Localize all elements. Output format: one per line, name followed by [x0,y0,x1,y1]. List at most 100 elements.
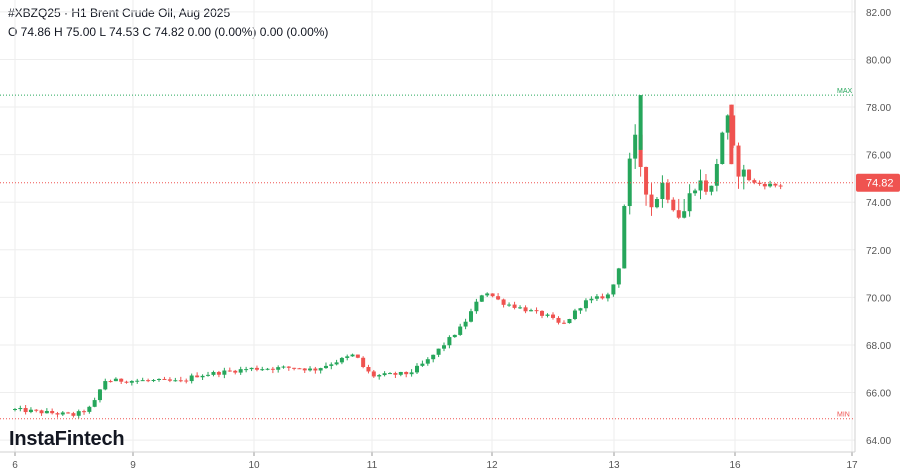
last-price-label: 74.82 [866,178,894,190]
y-tick-label: 80.00 [866,55,891,66]
candle-body [178,380,183,382]
candle-body [276,367,281,370]
candle-body [660,182,665,200]
candle-body [313,368,318,371]
candle-body [747,169,752,181]
candle-body [388,373,392,375]
y-tick-label: 72.00 [866,246,891,257]
candle-body [108,381,113,383]
candle-body [361,357,366,367]
candle-body [222,370,227,375]
candle-body [50,410,55,414]
candle-body [561,322,566,324]
candle-body [302,368,307,371]
candle-body [227,370,232,372]
candle-body [545,314,550,316]
candle-body [600,296,605,299]
candle-body [404,371,409,375]
candle-body [611,284,616,295]
candle-body [442,345,446,349]
candle-body [238,369,243,373]
candle-body [135,380,140,382]
candle-body [534,310,539,312]
y-tick-label: 66.00 [866,389,891,400]
candle-body [292,367,297,369]
candle-body [622,206,627,269]
candle-body [682,211,687,218]
candle-body [415,365,419,373]
instafintech-logo: InstaFintech [9,428,125,450]
candle-body [627,158,632,207]
candle-body [496,296,501,300]
candle-body [270,368,275,370]
candle-body [420,363,425,366]
x-tick-label: 9 [130,460,136,471]
candle-body [773,183,778,186]
candle-body [350,354,355,357]
x-tick-label: 16 [729,460,741,471]
candle-body [762,183,767,187]
candle-body [425,359,430,364]
candle-body [18,408,23,410]
x-tick-label: 17 [846,460,858,471]
candle-body [540,310,545,316]
candle-body [233,370,238,373]
candle-body [260,369,265,371]
candle-body [714,163,719,186]
candle-body [71,413,76,416]
candle-body [490,293,495,297]
ohlc-readout: O 74.86 H 75.00 L 74.53 C 74.82 0.00 (0.… [8,25,329,39]
candle-body [371,371,376,377]
candle-body [654,199,659,208]
candle-body [523,307,528,312]
candle-body [556,317,561,323]
candle-body [752,180,757,183]
candle-body [778,185,783,187]
y-tick-label: 70.00 [866,293,891,304]
candle-body [216,372,221,375]
candle-body [398,371,403,375]
candle-body [393,373,398,375]
candle-body [436,348,441,355]
candle-body [119,378,124,382]
candle-body [151,380,156,382]
candle-body [501,299,506,305]
candle-body [308,368,313,371]
candle-body [345,356,350,358]
candle-body [485,293,490,296]
candle-body [703,180,708,192]
candle-body [60,412,65,415]
candle-body [529,310,534,312]
candle-body [97,389,102,401]
candle-body [741,169,746,177]
candle-body [366,366,371,372]
chart-title: #XBZQ25 · H1 Brent Crude Oil, Aug 2025 [8,6,231,20]
candle-body [206,374,211,376]
candle-body [698,180,703,191]
candle-body [82,411,87,413]
candle-body [512,304,517,308]
candle-body [66,412,71,414]
candle-body [409,372,414,375]
candle-body [594,296,599,299]
candle-body [633,134,638,159]
candle-body [254,367,259,370]
x-axis: 6 9 10 11 12 13 16 17 [0,451,858,471]
candle-body [616,268,621,285]
candle-body [334,362,339,365]
candle-body [211,372,216,375]
candle-body [447,337,452,346]
candle-body [638,95,643,150]
candle-body [140,380,145,382]
candle-body [339,357,344,363]
candle-body [605,294,610,299]
candle-body [729,104,734,165]
candle-body [103,381,108,390]
candle-body [162,378,167,380]
candle-body [757,182,762,184]
candle-body [329,364,334,366]
y-tick-label: 64.00 [866,436,891,447]
candle-body [92,400,97,407]
candle-body [189,375,194,382]
